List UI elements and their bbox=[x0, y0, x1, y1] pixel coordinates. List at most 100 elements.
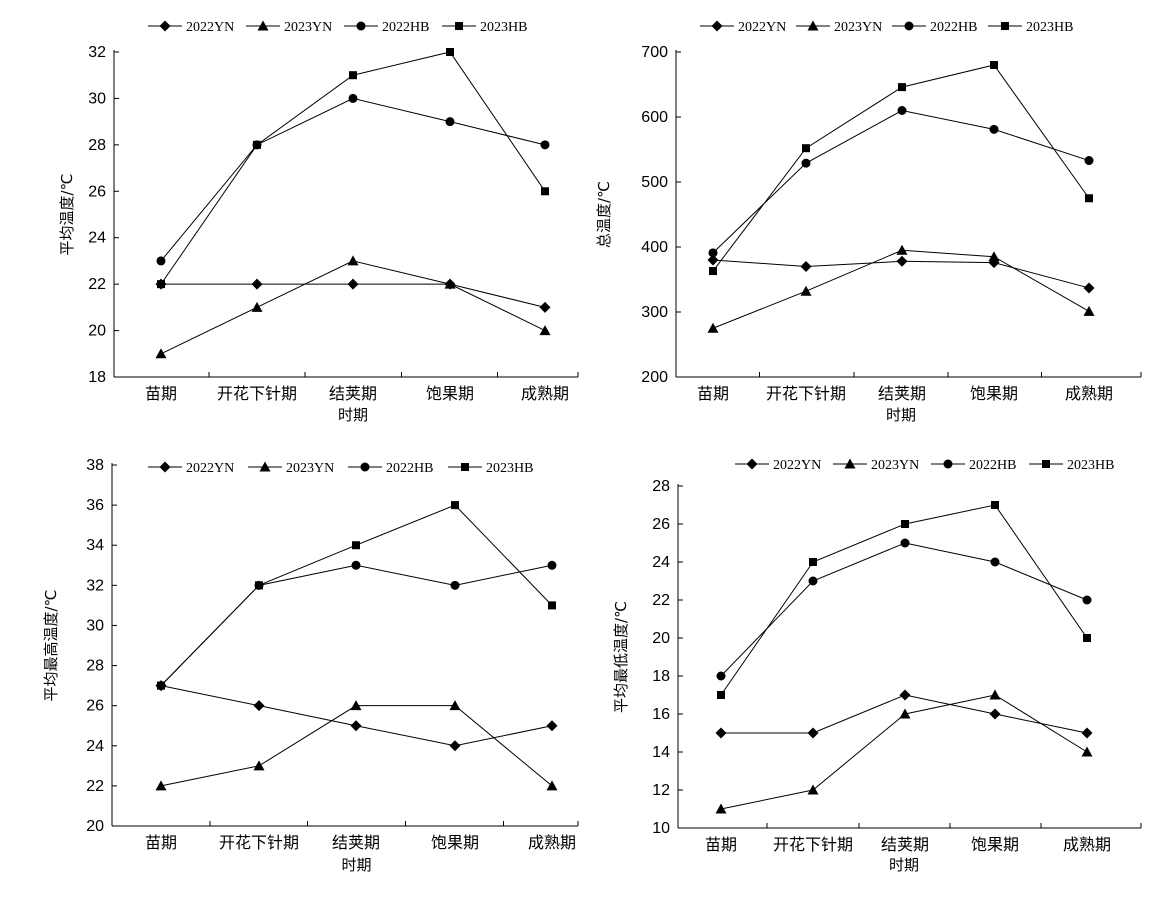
legend-marker-2022HB bbox=[904, 21, 914, 31]
y-tick-label: 30 bbox=[86, 617, 104, 634]
x-axis-title: 时期 bbox=[886, 406, 916, 424]
data-point-2023HB bbox=[253, 140, 261, 149]
y-tick-label: 200 bbox=[641, 369, 668, 386]
y-axis-title: 平均最低温度/℃ bbox=[612, 601, 630, 713]
data-point-2023HB bbox=[991, 501, 999, 509]
y-tick-label: 30 bbox=[88, 90, 106, 107]
legend-label-2022YN: 2022YN bbox=[773, 458, 821, 473]
data-point-2022YN bbox=[800, 261, 812, 272]
data-point-2022YN bbox=[449, 740, 461, 752]
x-axis-title: 时期 bbox=[889, 856, 919, 874]
data-point-2023YN bbox=[800, 285, 812, 296]
data-point-2023YN bbox=[1083, 305, 1095, 316]
legend-label-2023HB: 2023HB bbox=[486, 461, 533, 476]
data-point-2022HB bbox=[900, 538, 910, 548]
legend-label-2022HB: 2022HB bbox=[969, 458, 1016, 473]
legend-label-2022YN: 2022YN bbox=[186, 20, 234, 35]
x-tick-label: 饱果期 bbox=[431, 833, 479, 852]
y-tick-label: 18 bbox=[652, 668, 670, 685]
data-point-2022HB bbox=[990, 557, 1000, 567]
data-point-2022HB bbox=[450, 580, 460, 590]
data-point-2023HB bbox=[157, 681, 165, 690]
legend-label-2023HB: 2023HB bbox=[1026, 20, 1073, 35]
legend-label-2022YN: 2022YN bbox=[186, 461, 234, 476]
y-tick-label: 20 bbox=[652, 630, 670, 647]
data-point-2022HB bbox=[1082, 595, 1092, 605]
x-tick-label: 开花下针期 bbox=[219, 833, 299, 852]
y-tick-label: 10 bbox=[652, 820, 670, 837]
legend-marker-2023HB bbox=[455, 22, 463, 30]
legend-label-2023YN: 2023YN bbox=[871, 458, 919, 473]
legend-marker-2022YN bbox=[711, 20, 723, 32]
x-axis-title: 时期 bbox=[338, 406, 368, 424]
x-tick-label: 成熟期 bbox=[1063, 835, 1111, 854]
legend-marker-2022YN bbox=[159, 461, 171, 473]
legend-label-2023YN: 2023YN bbox=[834, 20, 882, 35]
legend-label-2022HB: 2022HB bbox=[386, 461, 433, 476]
y-tick-label: 22 bbox=[88, 276, 106, 293]
data-point-2022HB bbox=[716, 671, 726, 681]
data-point-2022YN bbox=[350, 720, 362, 732]
data-point-2023HB bbox=[901, 520, 909, 528]
x-tick-label: 苗期 bbox=[145, 384, 177, 403]
legend-marker-2022YN bbox=[159, 20, 171, 32]
data-point-2022YN bbox=[539, 301, 551, 313]
x-tick-label: 结荚期 bbox=[332, 833, 380, 852]
data-point-2023HB bbox=[541, 187, 549, 196]
y-tick-label: 16 bbox=[652, 706, 670, 723]
data-point-2022YN bbox=[715, 727, 727, 739]
x-tick-label: 成熟期 bbox=[528, 833, 576, 852]
data-point-2023HB bbox=[809, 558, 817, 566]
legend-label-2022HB: 2022HB bbox=[382, 20, 429, 35]
y-tick-label: 36 bbox=[86, 497, 104, 514]
x-tick-label: 成熟期 bbox=[1065, 384, 1113, 403]
data-point-2022HB bbox=[989, 124, 999, 134]
data-point-2023HB bbox=[548, 601, 556, 610]
y-tick-label: 26 bbox=[86, 698, 104, 715]
data-point-2023HB bbox=[717, 691, 725, 699]
x-tick-label: 结荚期 bbox=[329, 384, 377, 403]
data-point-2023HB bbox=[1085, 194, 1093, 203]
data-point-2023YN bbox=[449, 700, 461, 711]
data-point-2022HB bbox=[808, 576, 818, 586]
data-point-2023YN bbox=[707, 322, 719, 333]
y-tick-label: 32 bbox=[86, 577, 104, 594]
y-axis-title: 平均温度/℃ bbox=[58, 174, 76, 256]
data-point-2023YN bbox=[1081, 746, 1093, 757]
chart-average-temperature: 18 20 22 24 26 28 30 32 苗期 开花下针期 结荚期 饱果期 成熟期 时期 平均温度/℃… bbox=[0, 0, 580, 440]
legend-marker-2022YN bbox=[746, 458, 758, 470]
chart-total-temperature: 200 300 400 500 600 700 苗期 开花下针期 结荚期 饱果期 成熟期 时期 总温度/… bbox=[0, 0, 1161, 440]
y-tick-label: 28 bbox=[652, 478, 670, 495]
legend-marker-2022HB bbox=[356, 21, 366, 31]
data-point-2023HB bbox=[802, 144, 810, 153]
data-point-2023HB bbox=[349, 71, 357, 80]
y-tick-label: 26 bbox=[652, 516, 670, 533]
y-tick-label: 300 bbox=[641, 304, 668, 321]
x-axis-title: 时期 bbox=[341, 856, 371, 874]
data-point-2023YN bbox=[539, 325, 551, 336]
legend-label-2023YN: 2023YN bbox=[286, 461, 334, 476]
x-tick-label: 饱果期 bbox=[971, 835, 1019, 854]
x-tick-label: 结荚期 bbox=[878, 384, 926, 403]
x-tick-label: 成熟期 bbox=[521, 384, 569, 403]
data-point-2023HB bbox=[446, 48, 454, 56]
x-tick-label: 开花下针期 bbox=[773, 835, 853, 854]
series-line-2022HB bbox=[720, 542, 1088, 677]
y-tick-label: 12 bbox=[652, 782, 670, 799]
data-point-2023HB bbox=[451, 501, 459, 510]
data-point-2022YN bbox=[347, 278, 359, 290]
data-point-2022YN bbox=[807, 727, 819, 739]
legend-label-2022HB: 2022HB bbox=[930, 20, 977, 35]
data-point-2023YN bbox=[807, 784, 819, 795]
chart-average-max-temperature: 20 22 24 26 28 30 32 34 36 38 苗期 开花下针期 结荚期 饱果期 成熟期 时期 平均… bbox=[0, 0, 580, 899]
data-point-2023YN bbox=[155, 348, 167, 359]
data-point-2022YN bbox=[546, 720, 558, 732]
data-point-2022HB bbox=[348, 93, 358, 103]
legend-label-2023HB: 2023HB bbox=[1067, 458, 1114, 473]
legend-marker-2023YN bbox=[807, 20, 819, 31]
legend-marker-2023YN bbox=[259, 461, 271, 472]
data-point-2022YN bbox=[989, 708, 1001, 720]
data-point-2022HB bbox=[1084, 156, 1094, 166]
